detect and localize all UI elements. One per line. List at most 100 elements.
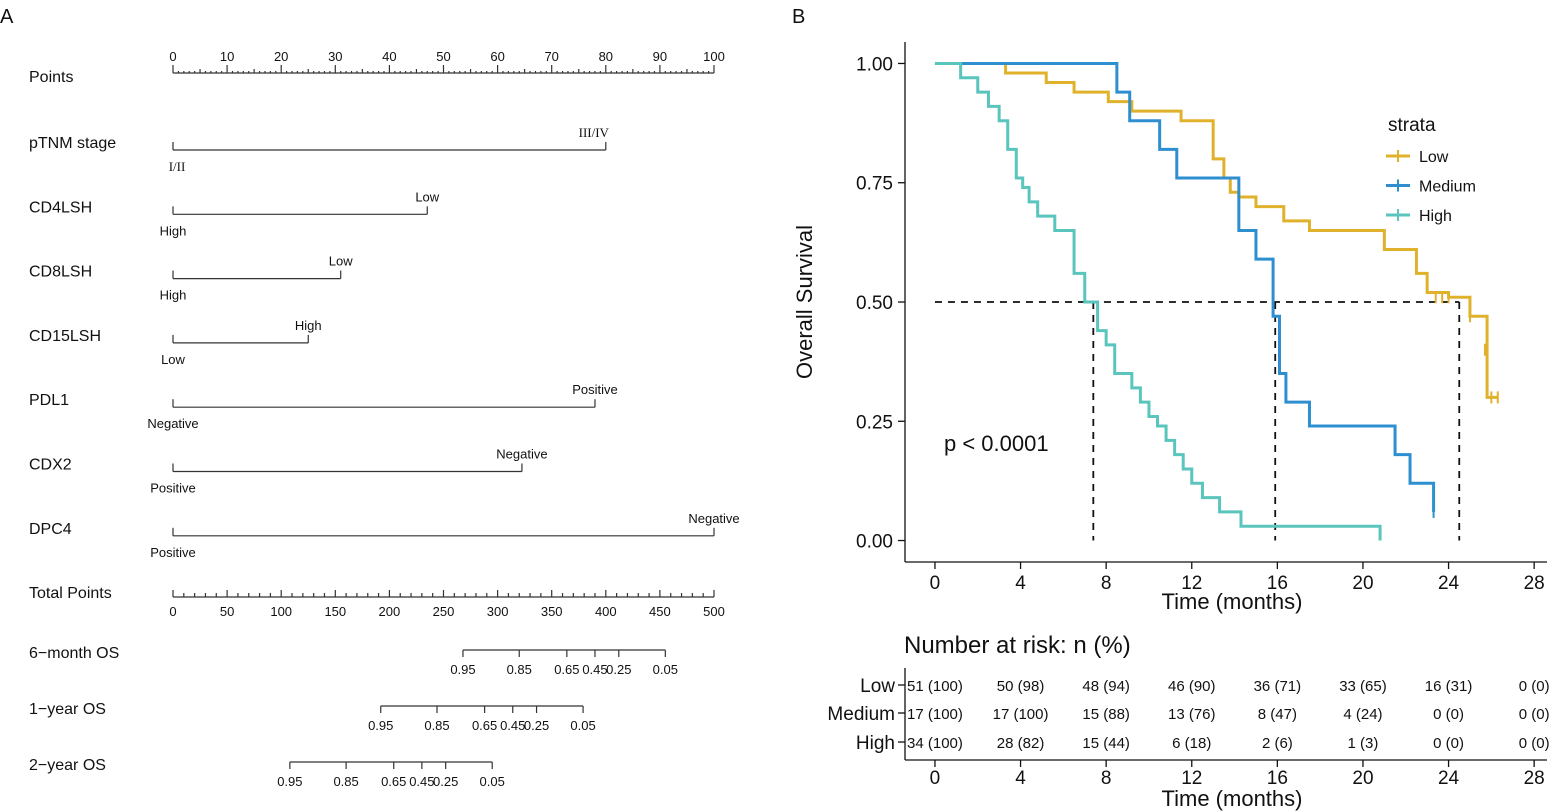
survival-tick-label: 0.25 — [524, 718, 549, 733]
variable-end-label: Low — [415, 189, 439, 204]
km-y-tick-label: 0.50 — [856, 293, 893, 314]
variable-end-label: Low — [329, 254, 353, 269]
total-points-tick-label: 50 — [220, 604, 234, 619]
survival-tick-label: 0.85 — [333, 774, 358, 789]
km-ticks: 0.00 0.25 0.50 0.75 1.00 0 4 8 12 16 20 24 28 — [856, 54, 1545, 594]
risk-row-label: Low — [860, 676, 895, 697]
survival-tick-label: 0.05 — [570, 718, 595, 733]
km-x-axis-label: Time (months) — [1162, 589, 1303, 614]
variable-zero-label: Negative — [147, 416, 198, 431]
points-tick-label: 50 — [436, 49, 450, 64]
variable-name: PDL1 — [29, 392, 69, 409]
risk-x-tick-label: 12 — [1181, 768, 1202, 789]
risk-cell: 28 (82) — [997, 735, 1045, 752]
risk-cell: 17 (100) — [993, 706, 1049, 723]
survival-tick-label: 0.85 — [424, 718, 449, 733]
risk-cell: 36 (71) — [1254, 678, 1302, 695]
risk-x-tick-label: 24 — [1438, 768, 1460, 789]
risk-cell: 2 (6) — [1262, 735, 1293, 752]
total-points-tick-label: 500 — [703, 604, 725, 619]
km-y-tick-label: 0.25 — [856, 412, 893, 433]
nomogram: Points 0 10 20 30 40 50 60 70 80 90 100 pTNM stage I/… — [29, 49, 740, 789]
p-value: p < 0.0001 — [944, 431, 1049, 456]
km-x-tick-label: 20 — [1352, 573, 1373, 594]
total-points-tick-label: 100 — [270, 604, 292, 619]
legend-label-medium: Medium — [1419, 179, 1476, 196]
points-tick-label: 100 — [703, 49, 725, 64]
risk-cell: 0 (0) — [1433, 735, 1464, 752]
risk-cell: 34 (100) — [907, 735, 963, 752]
points-tick-label: 60 — [490, 49, 504, 64]
risk-cell: 8 (47) — [1258, 706, 1297, 723]
km-y-tick-label: 1.00 — [856, 54, 893, 75]
survival-tick-label: 0.45 — [500, 718, 525, 733]
km-x-tick-label: 8 — [1101, 573, 1112, 594]
variable-zero-label: High — [160, 288, 187, 303]
total-points-tick-label: 150 — [324, 604, 346, 619]
points-tick-label: 20 — [274, 49, 288, 64]
variable-zero-label: I/II — [169, 159, 186, 174]
km-x-tick-label: 0 — [930, 573, 941, 594]
risk-cell: 33 (65) — [1339, 678, 1387, 695]
risk-cell: 16 (31) — [1425, 678, 1473, 695]
risk-x-tick-label: 8 — [1101, 768, 1112, 789]
risk-row-label: High — [856, 733, 895, 754]
km-x-tick-label: 28 — [1524, 573, 1545, 594]
risk-cell: 0 (0) — [1433, 706, 1464, 723]
total-points-tick-label: 0 — [169, 604, 176, 619]
risk-cell: 13 (76) — [1168, 706, 1216, 723]
risk-row-label: Medium — [827, 704, 895, 725]
km-x-tick-label: 4 — [1015, 573, 1026, 594]
variable-name: DPC4 — [29, 521, 72, 538]
km-y-tick-label: 0.75 — [856, 174, 893, 195]
risk-cell: 48 (94) — [1082, 678, 1130, 695]
km-median-reference-lines — [934, 301, 1461, 541]
survival-scale-name: 2−year OS — [29, 757, 106, 774]
risk-cell: 0 (0) — [1519, 678, 1550, 695]
total-points-tick-label: 250 — [433, 604, 455, 619]
total-points-label: Total Points — [29, 585, 112, 602]
survival-scale-name: 6−month OS — [29, 645, 119, 662]
survival-tick-label: 0.95 — [277, 774, 302, 789]
risk-cell: 15 (44) — [1082, 735, 1130, 752]
risk-x-tick-label: 0 — [930, 768, 941, 789]
points-tick-label: 30 — [328, 49, 342, 64]
survival-tick-label: 0.05 — [653, 662, 678, 677]
risk-cell: 0 (0) — [1519, 706, 1550, 723]
risk-x-tick-label: 4 — [1015, 768, 1026, 789]
risk-x-tick-label: 28 — [1524, 768, 1545, 789]
variable-name: pTNM stage — [29, 135, 116, 152]
risk-cell: 15 (88) — [1082, 706, 1130, 723]
survival-tick-label: 0.65 — [381, 774, 406, 789]
km-y-tick-label: 0.00 — [856, 532, 893, 553]
km-curves — [934, 61, 1499, 541]
risk-cell: 17 (100) — [907, 706, 963, 723]
risk-table: Number at risk: n (%) Time (months) Low 5… — [827, 632, 1549, 811]
risk-table-body: Low 51 (100) 50 (98) 48 (94) 46 (90) 36 (71) 3… — [827, 676, 1549, 789]
total-points-tick-label: 300 — [487, 604, 509, 619]
variable-name: CDX2 — [29, 457, 72, 474]
panel-b-label: B — [792, 6, 805, 28]
risk-cell: 46 (90) — [1168, 678, 1216, 695]
survival-tick-label: 0.85 — [507, 662, 532, 677]
points-tick-label: 40 — [382, 49, 396, 64]
total-points-tick-label: 400 — [595, 604, 617, 619]
survival-tick-label: 0.95 — [450, 662, 475, 677]
variable-zero-label: Positive — [150, 545, 196, 560]
km-x-tick-label: 16 — [1267, 573, 1288, 594]
variable-end-label: Positive — [572, 382, 618, 397]
km-y-axis-label: Overall Survival — [792, 225, 817, 379]
risk-x-tick-label: 16 — [1267, 768, 1288, 789]
legend-label-low: Low — [1419, 149, 1449, 166]
risk-x-tick-label: 20 — [1352, 768, 1373, 789]
variable-end-label: High — [295, 318, 322, 333]
variable-zero-label: Positive — [150, 481, 196, 496]
km-curve-high — [934, 61, 1382, 541]
points-tick-label: 70 — [544, 49, 558, 64]
risk-cell: 0 (0) — [1519, 735, 1550, 752]
survival-tick-label: 0.45 — [409, 774, 434, 789]
risk-cell: 1 (3) — [1348, 735, 1379, 752]
points-tick-label: 80 — [599, 49, 613, 64]
